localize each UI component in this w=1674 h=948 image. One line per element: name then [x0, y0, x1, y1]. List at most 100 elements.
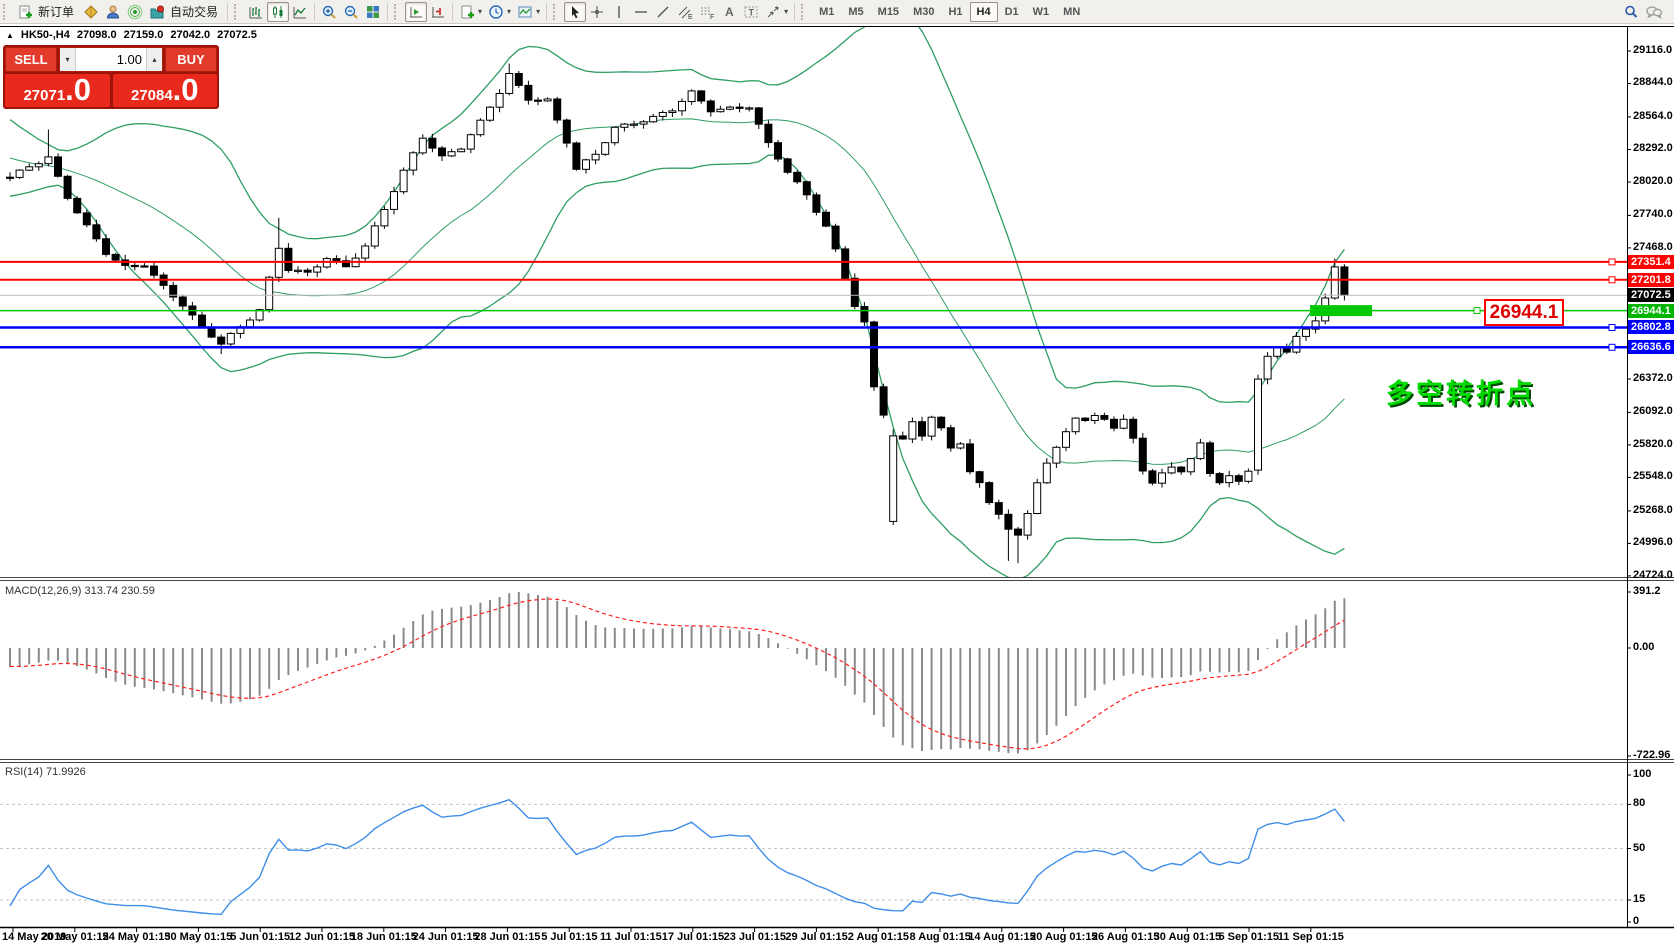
- gold-book-button[interactable]: [80, 2, 102, 22]
- zoom-in-button[interactable]: [318, 2, 340, 22]
- line-chart-button[interactable]: [289, 2, 311, 22]
- tf-button-m15[interactable]: M15: [871, 2, 906, 22]
- collapse-arrow-icon[interactable]: ▲: [6, 30, 14, 40]
- template-dropdown[interactable]: ▾: [514, 2, 543, 22]
- time-axis-label: 14 Aug 01:15: [968, 931, 1036, 943]
- navigator-person-icon: [107, 5, 120, 18]
- buy-button[interactable]: BUY: [165, 47, 217, 72]
- tf-button-w1[interactable]: W1: [1026, 2, 1057, 22]
- text-label-button[interactable]: T: [740, 2, 762, 22]
- toolbar-grip[interactable]: [394, 3, 401, 20]
- volume-increase-button[interactable]: ▴: [146, 48, 162, 71]
- cursor-button[interactable]: [564, 1, 587, 22]
- vertical-line-button[interactable]: [608, 2, 630, 22]
- horizontal-line-button[interactable]: [630, 2, 652, 22]
- tf-button-m1[interactable]: M1: [812, 2, 841, 22]
- macd-indicator-label: MACD(12,26,9) 313.74 230.59: [5, 585, 155, 597]
- chevron-down-icon: ▾: [536, 7, 541, 16]
- candlestick-chart-button[interactable]: [267, 1, 290, 22]
- crosshair-icon: [591, 5, 604, 18]
- chart-close-value: 27072.5: [217, 29, 257, 41]
- gold-book-icon: [84, 4, 98, 19]
- signals-button[interactable]: [124, 2, 146, 22]
- price-tick-label: 24996.0: [1633, 536, 1673, 549]
- chart-title: ▲ HK50-,H4 27098.0 27159.0 27042.0 27072…: [6, 29, 257, 41]
- tf-button-m30[interactable]: M30: [906, 2, 941, 22]
- toolbar-separator: [387, 2, 389, 21]
- time-axis-label: 17 Jul 01:15: [661, 931, 725, 943]
- crosshair-button[interactable]: [586, 2, 608, 22]
- search-button[interactable]: [1620, 2, 1642, 22]
- toolbar-separator: [794, 2, 796, 21]
- buy-price-pip: .0: [172, 72, 199, 107]
- chat-button[interactable]: [1642, 2, 1666, 22]
- chart-shift-icon: [432, 6, 445, 17]
- new-order-icon: [19, 5, 32, 18]
- svg-text:T: T: [749, 7, 755, 17]
- zoom-out-button[interactable]: [340, 2, 362, 22]
- price-tick-label: 29116.0: [1633, 43, 1673, 56]
- new-order-button[interactable]: 新订单: [14, 2, 80, 22]
- channel-button[interactable]: E: [674, 2, 696, 22]
- text-icon: A: [725, 5, 734, 19]
- time-axis-label: 14 May 2019: [2, 931, 67, 943]
- autotrade-label: 自动交易: [170, 5, 219, 19]
- time-axis-label: 11 Sep 01:15: [1277, 931, 1344, 943]
- toolbar-grip[interactable]: [553, 3, 560, 20]
- time-axis-label: 24 Jun 01:15: [412, 931, 479, 943]
- autotrade-button[interactable]: 自动交易: [146, 2, 224, 22]
- chevron-down-icon: ▾: [784, 7, 789, 16]
- period-dropdown[interactable]: ▾: [485, 2, 514, 22]
- sell-price-pip: .0: [65, 72, 92, 107]
- price-tick-label: 27468.0: [1633, 240, 1673, 253]
- text-label-icon: T: [744, 6, 758, 17]
- cursor-icon: [572, 5, 580, 18]
- navigator-button[interactable]: [102, 2, 124, 22]
- zoom-in-icon: [322, 5, 336, 19]
- chart-open-value: 27098.0: [76, 29, 117, 41]
- rsi-indicator-label: RSI(14) 71.9926: [5, 766, 86, 778]
- sell-button[interactable]: SELL: [5, 47, 57, 72]
- fibonacci-button[interactable]: F: [696, 2, 718, 22]
- time-axis-label: 23 Jul 01:15: [723, 931, 786, 943]
- toolbar-grip[interactable]: [801, 3, 808, 20]
- svg-text:A: A: [725, 5, 734, 19]
- time-axis-label: 20 May 01:15: [40, 931, 109, 943]
- time-axis-label: 18 Jun 01:15: [350, 931, 417, 943]
- time-axis-label: 30 Aug 01:15: [1153, 931, 1222, 943]
- key-level-box[interactable]: 26944.1: [1484, 299, 1564, 326]
- bar-chart-button[interactable]: [245, 2, 267, 22]
- arrows-dropdown[interactable]: ▾: [762, 2, 791, 22]
- trendline-icon: [657, 6, 669, 17]
- tf-button-d1[interactable]: D1: [998, 2, 1026, 22]
- chevron-down-icon: ▾: [478, 7, 483, 16]
- timeframe-toolbar: M1 M5 M15 M30 H1 H4 D1 W1 MN: [812, 1, 1087, 22]
- toolbar-separator: [452, 2, 454, 21]
- turning-point-annotation[interactable]: 多空转折点: [1386, 379, 1536, 409]
- price-line-label: 26636.6: [1628, 340, 1674, 355]
- buy-price[interactable]: 27084 .0: [112, 72, 217, 107]
- rsi-scale-label: 100: [1633, 768, 1652, 780]
- volume-decrease-button[interactable]: ▾: [60, 48, 76, 71]
- tile-windows-icon: [367, 5, 380, 18]
- vertical-line-icon: [618, 5, 620, 18]
- volume-input[interactable]: [76, 48, 146, 71]
- text-button[interactable]: A: [718, 2, 740, 22]
- toolbar-grip[interactable]: [3, 3, 10, 20]
- tf-button-h1[interactable]: H1: [941, 2, 969, 22]
- autoscroll-button[interactable]: [405, 1, 428, 22]
- trendline-button[interactable]: [652, 2, 674, 22]
- autotrade-icon: [150, 5, 165, 18]
- sell-price-int: 27071: [23, 87, 66, 104]
- chart-shift-button[interactable]: [427, 2, 449, 22]
- new-chart-dropdown[interactable]: ▾: [456, 2, 485, 22]
- volume-stepper: ▾ ▴: [59, 47, 163, 72]
- tf-button-mn[interactable]: MN: [1056, 2, 1087, 22]
- tile-windows-button[interactable]: [362, 2, 384, 22]
- toolbar-grip[interactable]: [234, 3, 241, 20]
- time-axis-label: 5 Sep 01:15: [1218, 931, 1280, 943]
- tf-button-m5[interactable]: M5: [841, 2, 870, 22]
- tf-button-h4[interactable]: H4: [969, 1, 998, 22]
- sell-price[interactable]: 27071 .0: [5, 74, 110, 107]
